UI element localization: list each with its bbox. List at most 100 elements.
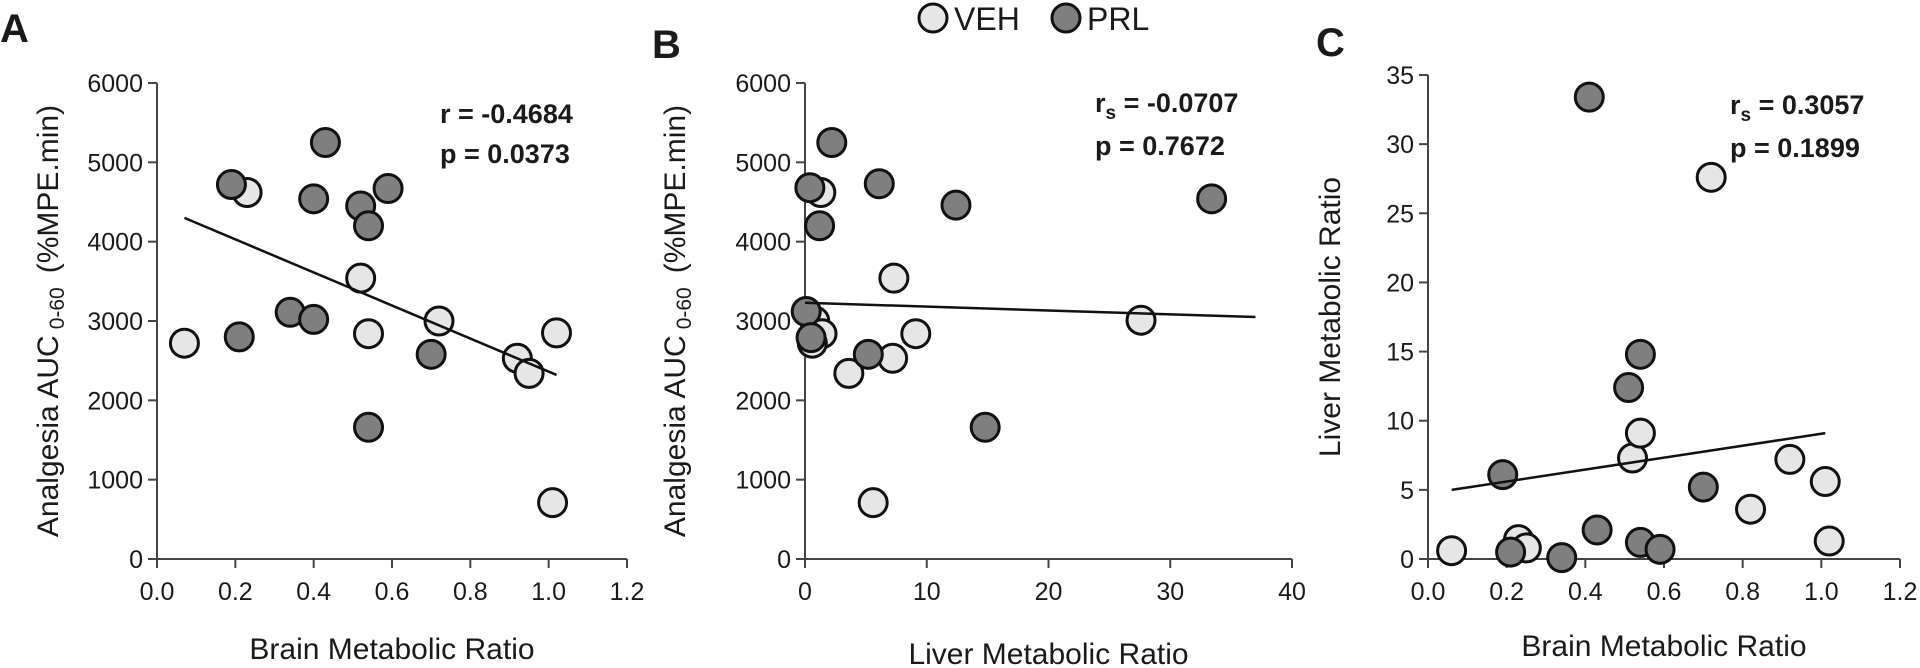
x-tick-label: 40 [1278,578,1306,606]
point-veh [833,357,865,389]
y-axis-label: Liver Metabolic Ratio [1314,177,1347,457]
y-tick-label: 3000 [735,308,791,336]
point-prl [794,172,826,204]
y-tick-label: 20 [1386,269,1414,297]
point-veh [1774,443,1806,475]
point-veh [1735,493,1767,525]
x-tick-label: 30 [1156,578,1184,606]
stat-coefficient: r = -0.4684 [440,99,573,129]
point-prl [1644,533,1676,565]
point-prl [298,183,330,215]
trendline [804,301,1256,319]
y-tick-label: 6000 [87,70,143,98]
x-axis-label: Brain Metabolic Ratio [1521,630,1806,663]
point-prl [298,303,330,335]
point-veh [1624,417,1656,449]
point-prl [372,173,404,205]
x-tick-label: 0.8 [1725,578,1760,606]
y-tick-label: 1000 [735,467,791,495]
stat-p-value: p = 0.7672 [1095,131,1225,161]
x-axis-label: Brain Metabolic Ratio [249,633,534,666]
x-tick-label: 0.6 [1647,578,1682,606]
y-tick-label: 5000 [735,149,791,177]
y-axis-label-units: (%MPE.min) [659,105,692,273]
y-tick-label: 2000 [87,387,143,415]
point-prl [1581,514,1613,546]
point-prl [215,169,247,201]
x-tick-label: 0.2 [218,578,253,606]
y-tick-label: 0 [1400,546,1414,574]
point-prl [1573,81,1605,113]
stat-coefficient-value: = 0.3057 [1751,90,1864,120]
x-tick-label: 0.0 [140,578,175,606]
stat-p-value: p = 0.0373 [440,139,570,169]
x-tick-label: 10 [913,578,941,606]
trendline [183,216,557,377]
y-tick-label: 4000 [735,229,791,257]
point-prl [795,322,827,354]
point-prl [223,321,255,353]
panel-letter: B [652,23,681,67]
stat-coefficient-value: = -0.0707 [1116,88,1238,118]
point-veh [900,318,932,350]
panel-c: C 0.0 0.2 0.4 0.6 0.8 1.0 1.2 0 5 10 15 20 25 30 35 Brai… [1314,21,1917,663]
stat-coefficient-symbol: r [1095,88,1106,118]
point-veh [1695,161,1727,193]
point-prl [940,189,972,221]
stat-coefficient: rs = 0.3057 [1730,90,1864,126]
x-tick-label: 1.2 [610,578,645,606]
point-prl [852,338,884,370]
y-tick-label: 5000 [87,149,143,177]
x-tick-label: 0.4 [1568,578,1603,606]
point-prl [309,127,341,158]
x-tick-label: 20 [1035,578,1063,606]
x-tick-label: 0.2 [1489,578,1524,606]
legend-prl-label: PRL [1087,1,1149,37]
y-tick-label: 5 [1400,477,1414,505]
point-veh [1813,525,1845,557]
point-veh [353,318,384,350]
point-prl [804,210,836,242]
chart-panels: A0.0 0.2 0.4 0.6 0.8 1.0 1.2010002000300040005… [0,7,1917,668]
stat-p-value: p = 0.1899 [1730,133,1860,163]
point-veh [1436,535,1468,567]
y-tick-label: 2000 [735,387,791,415]
point-veh [1809,466,1841,498]
y-tick-label: 4000 [87,229,143,257]
legend-veh-label: VEH [954,1,1020,37]
y-tick-label: 15 [1386,339,1414,367]
point-prl [863,168,895,200]
x-tick-label: 1.0 [1804,578,1839,606]
y-tick-label: 35 [1386,62,1414,90]
trendline [1451,431,1826,492]
x-tick-label: 0 [798,578,812,606]
stat-coefficient-subscript: s [1106,103,1117,124]
y-axis-label-main: Liver Metabolic Ratio [1314,177,1347,457]
stat-coefficient-value: = -0.4684 [451,99,573,129]
point-prl [1196,183,1228,215]
panel-letter: C [1316,21,1345,65]
point-prl [415,338,447,370]
y-axis-label-units: (%MPE.min) [32,105,65,273]
y-tick-label: 6000 [735,70,791,98]
legend-prl-marker [1050,2,1082,34]
point-prl [1546,542,1578,574]
point-prl [1624,338,1656,370]
point-veh [878,262,910,294]
panel-b: B 0 10 20 30 40 0 1000 2000 3000 4000 5000 6000 Liver… [652,23,1306,668]
y-tick-label: 1000 [87,467,143,495]
y-tick-label: 3000 [87,308,143,336]
point-veh [168,327,200,359]
point-veh [541,317,572,349]
x-tick-label: 0.4 [296,578,331,606]
y-axis-label-main: Analgesia AUC [32,335,65,537]
point-prl [816,127,848,158]
y-tick-label: 10 [1386,408,1414,436]
x-tick-label: 1.2 [1883,578,1918,606]
point-prl [353,210,384,242]
stat-coefficient: rs = -0.0707 [1095,88,1238,124]
stat-coefficient-symbol: r [1730,90,1741,120]
x-axis-label: Liver Metabolic Ratio [908,638,1188,668]
y-tick-label: 30 [1386,131,1414,159]
